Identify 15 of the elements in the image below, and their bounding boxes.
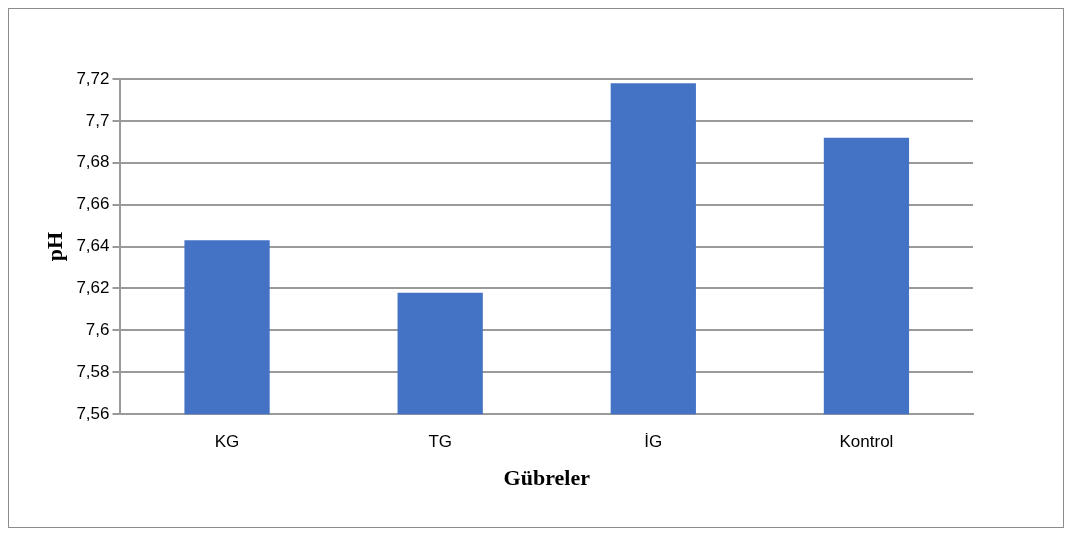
x-tick-label: KG <box>214 432 240 452</box>
x-tick-label: TG <box>428 432 452 452</box>
y-tick-label: 7,6 <box>85 320 110 340</box>
y-tick-label: 7,68 <box>76 152 110 172</box>
x-tick-label: Kontrol <box>839 432 894 452</box>
y-tick-label: 7,58 <box>76 361 110 381</box>
y-axis-title: pH <box>41 231 67 262</box>
y-tick-label: 7,62 <box>76 278 110 298</box>
y-tick-label: 7,72 <box>76 68 110 88</box>
y-tick-label: 7,56 <box>76 403 110 423</box>
y-tick-label: 7,66 <box>76 194 110 214</box>
x-tick-label: İG <box>644 432 663 452</box>
y-tick-label: 7,7 <box>85 110 110 130</box>
x-axis-title: Gübreler <box>503 465 591 491</box>
y-tick-label: 7,64 <box>76 236 110 256</box>
